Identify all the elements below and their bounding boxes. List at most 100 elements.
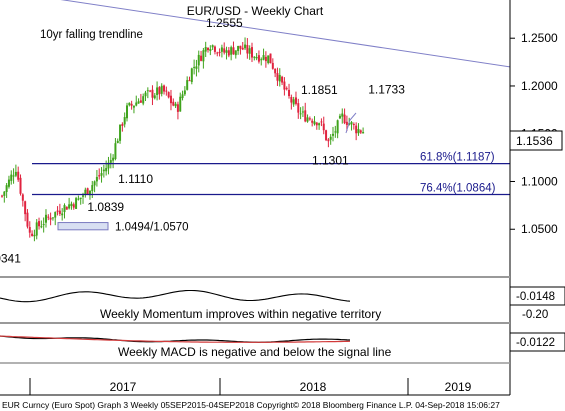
candle-body [248,48,251,54]
macd-title: Weekly MACD is negative and below the si… [118,345,392,359]
candle-body [21,194,24,201]
candle-body [109,160,112,163]
candle-body [327,139,330,142]
candle-body [169,95,172,104]
price-pane: EUR/USD - Weekly Chart 10yr falling tren… [0,0,511,265]
candle-body [197,54,200,66]
candle-body [338,115,341,119]
candle-body [352,123,355,125]
candle-body [160,85,163,94]
candle-body [149,90,152,92]
x-label-2019: 2019 [445,380,472,394]
candle-body [116,140,119,144]
candle-body [211,45,214,48]
momentum-value: -0.0148 [516,291,555,303]
candle-body [320,121,323,123]
candle-body [75,198,78,209]
candle-body [271,62,274,69]
candle-body [276,73,279,81]
price-label-1-1110: 1.1110 [118,172,153,186]
candle-body [234,50,237,56]
falling-trendline [60,0,511,68]
candle-body [241,47,244,50]
candle-body [301,111,304,113]
candle-body [65,206,68,210]
candle-body [315,122,318,126]
candle-body [209,48,212,52]
candle-body [88,190,91,196]
candle-body [26,212,29,227]
macd-value: -0.0122 [516,337,555,349]
candle-body [318,123,321,126]
candle-body [146,90,149,92]
candle-body [44,214,47,223]
candle-body [68,204,71,209]
candle-body [14,171,17,176]
candle-body [246,44,249,54]
candle-body [121,124,124,126]
candle-body [204,47,207,52]
fib-764-label: 76.4%(1.0864) [420,182,496,194]
candle-body [58,210,61,214]
candle-body [82,195,85,197]
candle-body [283,81,286,90]
x-axis-tick-marks [29,378,409,395]
candle-body [167,92,170,98]
price-label-1-2555: 1.2555 [206,16,243,30]
price-label-1-0839: 1.0839 [87,200,124,214]
candle-body [172,101,175,106]
candle-body [322,123,325,131]
candle-body [292,99,295,105]
candle-body [329,136,332,140]
candle-body [100,173,103,176]
candle-body [290,97,293,103]
candle-body [225,50,228,53]
price-label-1-1301: 1.1301 [312,154,349,168]
candle-body [257,55,260,62]
candle-body [285,88,288,90]
candle-body [47,216,50,218]
candle-body [63,205,66,213]
candle-body [362,132,365,134]
footer-text: EUR Curncy (Euro Spot) Graph 3 Weekly 05… [2,400,500,410]
candle-body [77,198,80,200]
candle-body [56,210,59,212]
candle-body [84,189,87,195]
candle-body [181,94,184,99]
price-label-1-1851: 1.1851 [301,83,338,97]
candle-body [250,47,253,58]
candle-body [213,46,216,52]
candle-body [232,47,235,55]
candle-body [165,90,168,92]
x-label-2017: 2017 [110,380,137,394]
candle-body [72,204,75,208]
candle-body [334,131,337,133]
candle-body [255,56,258,59]
candle-body [128,102,131,106]
y-tick-label: 1.1000 [521,174,558,188]
candle-body [288,89,291,97]
last-price-value: 1.1536 [516,134,553,148]
y-tick-label: 1.2500 [521,31,558,45]
candle-body [188,80,191,82]
candle-body [158,87,161,95]
candle-body [262,55,265,60]
momentum-tick: -0.20 [522,309,548,321]
price-annotations: 1.2555 1.1851 1.1733 1.1301 1.1110 1.0839 1.03… [0,16,405,265]
candle-body [7,179,10,187]
candle-body [40,226,43,228]
candle-body [163,85,166,92]
candle-body [102,169,105,172]
candle-body [304,110,307,122]
candle-body [49,217,52,220]
candle-body [19,177,22,194]
candle-body [193,66,196,68]
candle-body [119,124,122,141]
candle-body [207,48,210,51]
candle-body [174,103,177,107]
candle-body [98,175,101,177]
candle-body [332,133,335,136]
candle-body [33,234,36,237]
candle-body [267,55,270,63]
